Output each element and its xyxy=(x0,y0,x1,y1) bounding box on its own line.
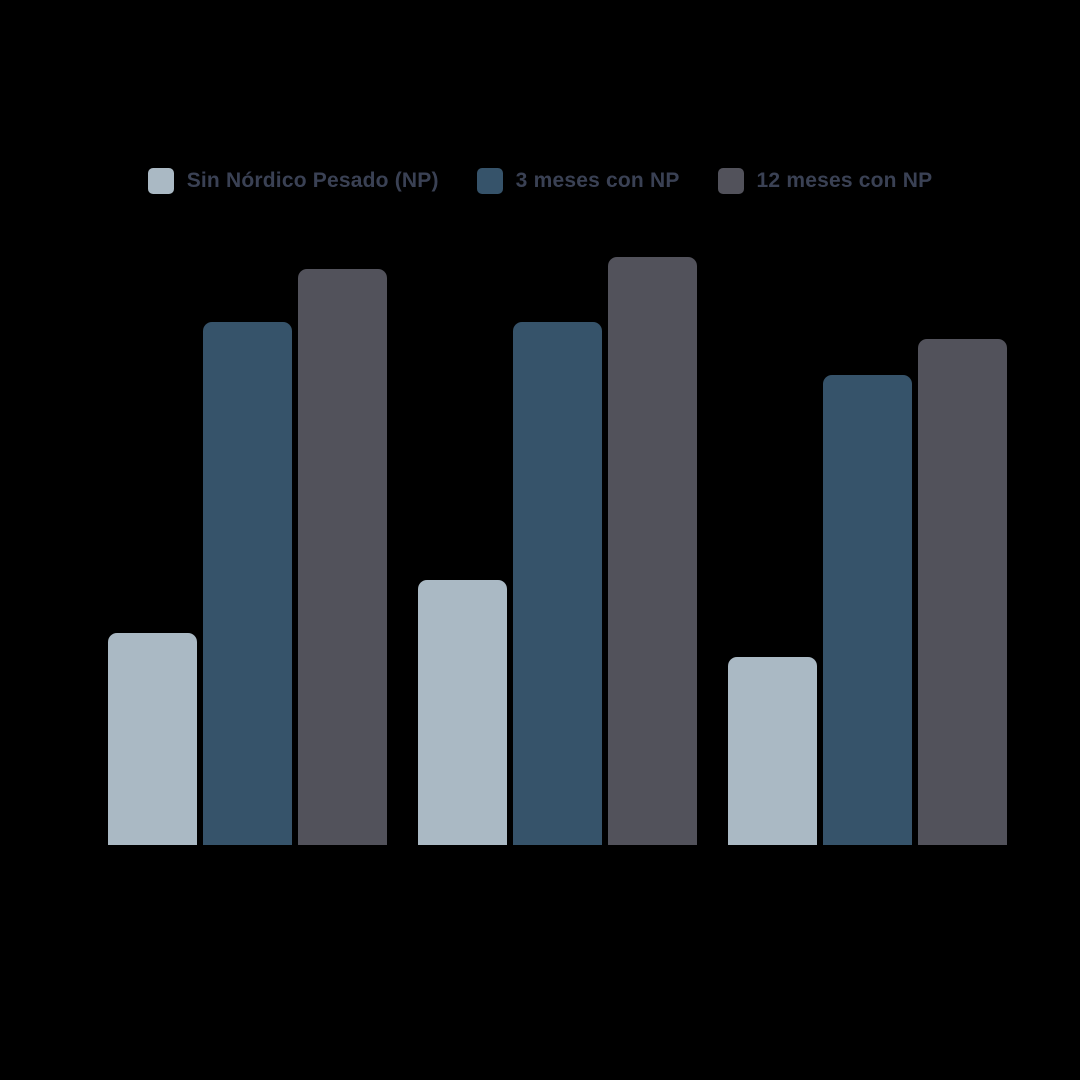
legend-swatch-12-meses xyxy=(717,168,744,194)
legend-label-sin-np: Sin Nórdico Pesado (NP) xyxy=(186,169,439,192)
legend-item-12-meses: 12 meses con NP xyxy=(717,168,933,194)
legend-label-3-meses: 3 meses con NP xyxy=(515,169,680,192)
bar xyxy=(513,322,602,845)
bar xyxy=(418,580,507,845)
legend-swatch-3-meses xyxy=(476,168,503,194)
plot-area xyxy=(108,257,1007,845)
bar xyxy=(108,633,197,845)
legend-item-sin-np: Sin Nórdico Pesado (NP) xyxy=(147,168,439,194)
bar xyxy=(298,269,387,845)
bar-group-1 xyxy=(108,269,387,845)
bar xyxy=(728,657,817,845)
bar xyxy=(823,375,912,845)
legend-item-3-meses: 3 meses con NP xyxy=(476,168,680,194)
legend: Sin Nórdico Pesado (NP) 3 meses con NP 1… xyxy=(0,168,1080,194)
bar xyxy=(203,322,292,845)
bar-group-3 xyxy=(728,339,1007,845)
legend-label-12-meses: 12 meses con NP xyxy=(756,169,933,192)
bar xyxy=(918,339,1007,845)
bar xyxy=(608,257,697,845)
bar-group-2 xyxy=(418,257,697,845)
legend-swatch-sin-np xyxy=(147,168,174,194)
